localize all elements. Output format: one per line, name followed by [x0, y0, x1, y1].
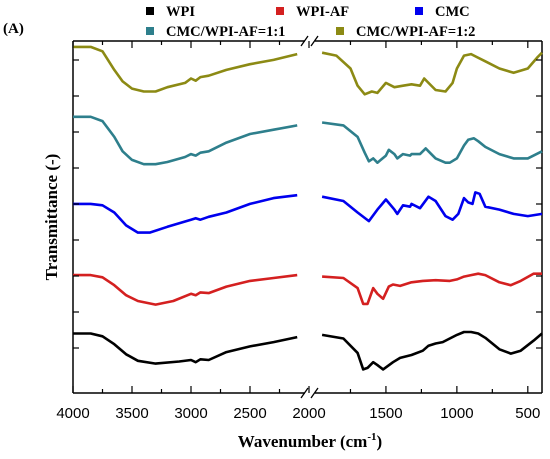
panel-label: (A) — [3, 21, 24, 37]
y-axis-title: Transmittance (-) — [42, 154, 61, 281]
legend-label: CMC/WPI-AF=1:2 — [356, 24, 475, 40]
legend-label: CMC — [435, 4, 470, 20]
legend-label: WPI-AF — [296, 4, 349, 20]
x-tick-label: 3500 — [115, 405, 148, 422]
x-axis-title-suffix: ) — [377, 432, 383, 451]
x-tick-label: 1000 — [440, 405, 473, 422]
legend: WPI WPI-AF CMC CMC/WPI-AF=1:1 CMC/WPI-AF=1:2 — [146, 4, 475, 40]
legend-swatch — [336, 27, 344, 35]
legend-swatch — [146, 27, 154, 35]
legend-swatch — [146, 7, 154, 15]
series-line-4-left — [73, 115, 298, 166]
x-axis-title-superscript: -1 — [367, 431, 376, 443]
series-layer — [73, 45, 543, 371]
series-line-3-right — [321, 191, 543, 223]
x-tick-label: 1500 — [369, 405, 402, 422]
series-line-5-left — [73, 45, 298, 93]
axis-break-mark — [300, 387, 309, 399]
legend-label: CMC/WPI-AF=1:1 — [166, 24, 285, 40]
x-tick-label: 2500 — [233, 405, 266, 422]
series-line-5-right — [321, 51, 543, 96]
legend-swatch — [415, 7, 423, 15]
series-line-4-right — [321, 121, 543, 164]
legend-label: WPI — [166, 4, 195, 20]
axis-break-mark — [310, 387, 319, 399]
series-line-1-right — [321, 330, 543, 371]
series-line-2-left — [73, 273, 298, 306]
x-tick-label: 2000 — [292, 405, 325, 422]
legend-swatch — [276, 7, 284, 15]
series-line-3-left — [73, 193, 298, 234]
axis-break-gap-bottom — [305, 389, 315, 397]
x-axis-title: Wavenumber (cm-1) — [238, 431, 382, 451]
axis-break-mark — [300, 35, 309, 47]
x-tick-label: 3000 — [174, 405, 207, 422]
ticks-layer: 4000 3500 3000 2500 2000 1500 1000 500 — [56, 41, 542, 422]
axis-break-mark — [310, 35, 319, 47]
axis-break-gap-top — [305, 37, 315, 45]
plot-frame — [72, 35, 543, 399]
x-tick-label: 500 — [515, 405, 540, 422]
series-line-2-right — [322, 272, 542, 306]
x-axis-title-main: Wavenumber (cm — [238, 432, 368, 451]
x-tick-label: 4000 — [56, 405, 89, 422]
series-line-1-left — [73, 332, 298, 365]
